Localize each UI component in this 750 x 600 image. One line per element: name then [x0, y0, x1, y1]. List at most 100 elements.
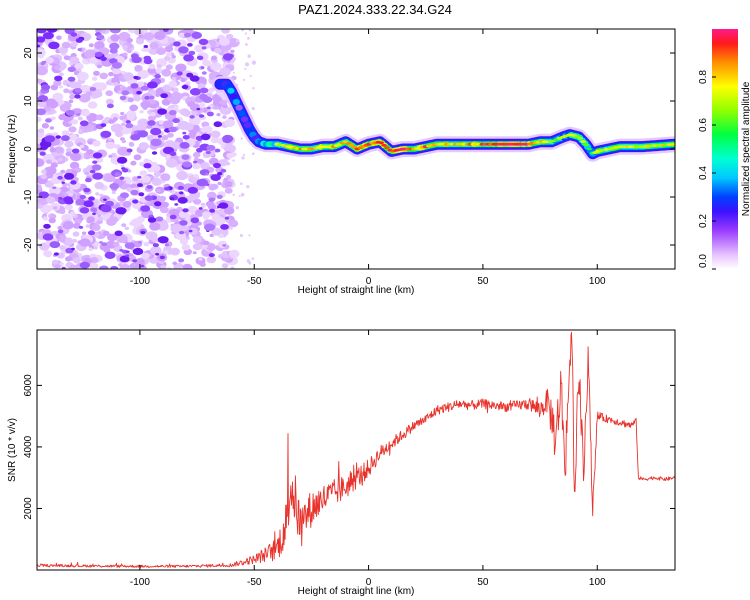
- noise-speckle: [37, 100, 47, 108]
- noise-speckle: [68, 192, 74, 197]
- noise-speckle: [144, 95, 150, 100]
- noise-speckle: [154, 74, 161, 79]
- noise-speckle: [139, 170, 147, 176]
- noise-speckle: [173, 105, 179, 110]
- noise-speckle: [53, 206, 58, 210]
- noise-speckle: [83, 187, 91, 193]
- noise-speckle: [161, 201, 169, 208]
- noise-speckle: [245, 43, 248, 46]
- noise-speckle: [58, 85, 64, 89]
- noise-speckle: [155, 93, 161, 97]
- noise-speckle: [151, 177, 162, 186]
- noise-speckle: [41, 60, 47, 64]
- noise-speckle: [64, 140, 74, 148]
- spectrogram-ylabel: Frequency (Hz): [7, 115, 18, 184]
- noise-speckle: [129, 221, 135, 226]
- noise-speckle: [77, 48, 83, 51]
- noise-speckle: [48, 217, 56, 224]
- noise-speckle: [106, 103, 114, 109]
- noise-speckle: [143, 58, 153, 65]
- noise-speckle: [241, 29, 244, 32]
- noise-speckle: [160, 93, 168, 99]
- noise-speckle: [213, 105, 220, 110]
- noise-speckle: [252, 152, 255, 155]
- y-tick-label: 0: [23, 146, 34, 152]
- noise-speckle: [165, 64, 173, 70]
- noise-speckle: [111, 62, 123, 69]
- noise-speckle: [206, 106, 211, 110]
- noise-speckle: [132, 247, 144, 256]
- noise-speckle: [196, 55, 204, 60]
- noise-speckle: [69, 264, 78, 269]
- noise-speckle: [249, 74, 252, 77]
- noise-speckle: [210, 130, 221, 138]
- track-core: [583, 143, 590, 147]
- noise-speckle: [85, 240, 91, 245]
- noise-speckle: [107, 137, 112, 141]
- noise-speckle: [171, 76, 177, 81]
- noise-speckle: [193, 72, 198, 77]
- noise-speckle: [44, 135, 56, 143]
- noise-speckle: [169, 197, 175, 201]
- noise-speckle: [99, 241, 103, 244]
- noise-speckle: [88, 43, 94, 48]
- noise-speckle: [74, 94, 81, 99]
- noise-speckle: [146, 185, 153, 189]
- colorbar-tick-label: 0.8: [698, 70, 709, 84]
- colorbar-tick-label: 0.0: [698, 254, 709, 268]
- noise-speckle: [198, 93, 208, 100]
- noise-speckle: [115, 131, 123, 138]
- noise-speckle: [42, 216, 49, 221]
- noise-speckle: [175, 63, 187, 73]
- noise-speckle: [181, 244, 191, 251]
- noise-speckle: [92, 212, 96, 216]
- noise-speckle: [66, 168, 72, 174]
- noise-speckle: [220, 224, 229, 230]
- noise-speckle: [68, 90, 73, 94]
- noise-speckle: [157, 135, 162, 138]
- noise-speckle: [95, 29, 102, 33]
- noise-speckle: [213, 96, 223, 103]
- noise-speckle: [213, 216, 226, 226]
- noise-speckle: [37, 158, 45, 167]
- noise-speckle: [70, 41, 78, 47]
- noise-speckle: [126, 113, 135, 121]
- noise-speckle: [192, 243, 202, 251]
- noise-speckle: [238, 195, 241, 197]
- noise-speckle: [133, 154, 142, 161]
- noise-speckle: [110, 265, 119, 269]
- noise-speckle: [187, 205, 198, 214]
- track-cell: [232, 99, 240, 105]
- noise-speckle: [70, 152, 82, 162]
- noise-speckle: [93, 246, 98, 250]
- noise-speckle: [57, 229, 64, 234]
- noise-speckle: [71, 119, 79, 125]
- noise-speckle: [178, 210, 189, 219]
- noise-speckle: [179, 230, 185, 235]
- x-tick-label: -100: [130, 577, 150, 588]
- noise-speckle: [130, 83, 139, 89]
- noise-speckle: [164, 243, 170, 247]
- track-cell: [235, 104, 243, 111]
- noise-speckle: [132, 199, 139, 204]
- noise-speckle: [121, 249, 128, 254]
- y-tick-label: 4000: [23, 435, 34, 458]
- noise-speckle: [235, 206, 239, 210]
- noise-speckle: [137, 130, 149, 138]
- noise-speckle: [169, 214, 177, 220]
- noise-speckle: [182, 135, 190, 140]
- noise-speckle: [222, 53, 234, 61]
- noise-speckle: [172, 118, 180, 124]
- x-tick-label: -100: [130, 276, 150, 287]
- noise-speckle: [182, 161, 192, 168]
- noise-speckle: [146, 81, 158, 89]
- noise-speckle: [159, 206, 169, 214]
- noise-speckle: [205, 200, 215, 208]
- noise-speckle: [109, 29, 121, 34]
- noise-speckle: [247, 54, 251, 58]
- noise-speckle: [242, 78, 245, 81]
- noise-speckle: [171, 55, 176, 59]
- noise-speckle: [64, 172, 75, 180]
- noise-speckle: [171, 141, 182, 150]
- noise-speckle: [210, 55, 217, 61]
